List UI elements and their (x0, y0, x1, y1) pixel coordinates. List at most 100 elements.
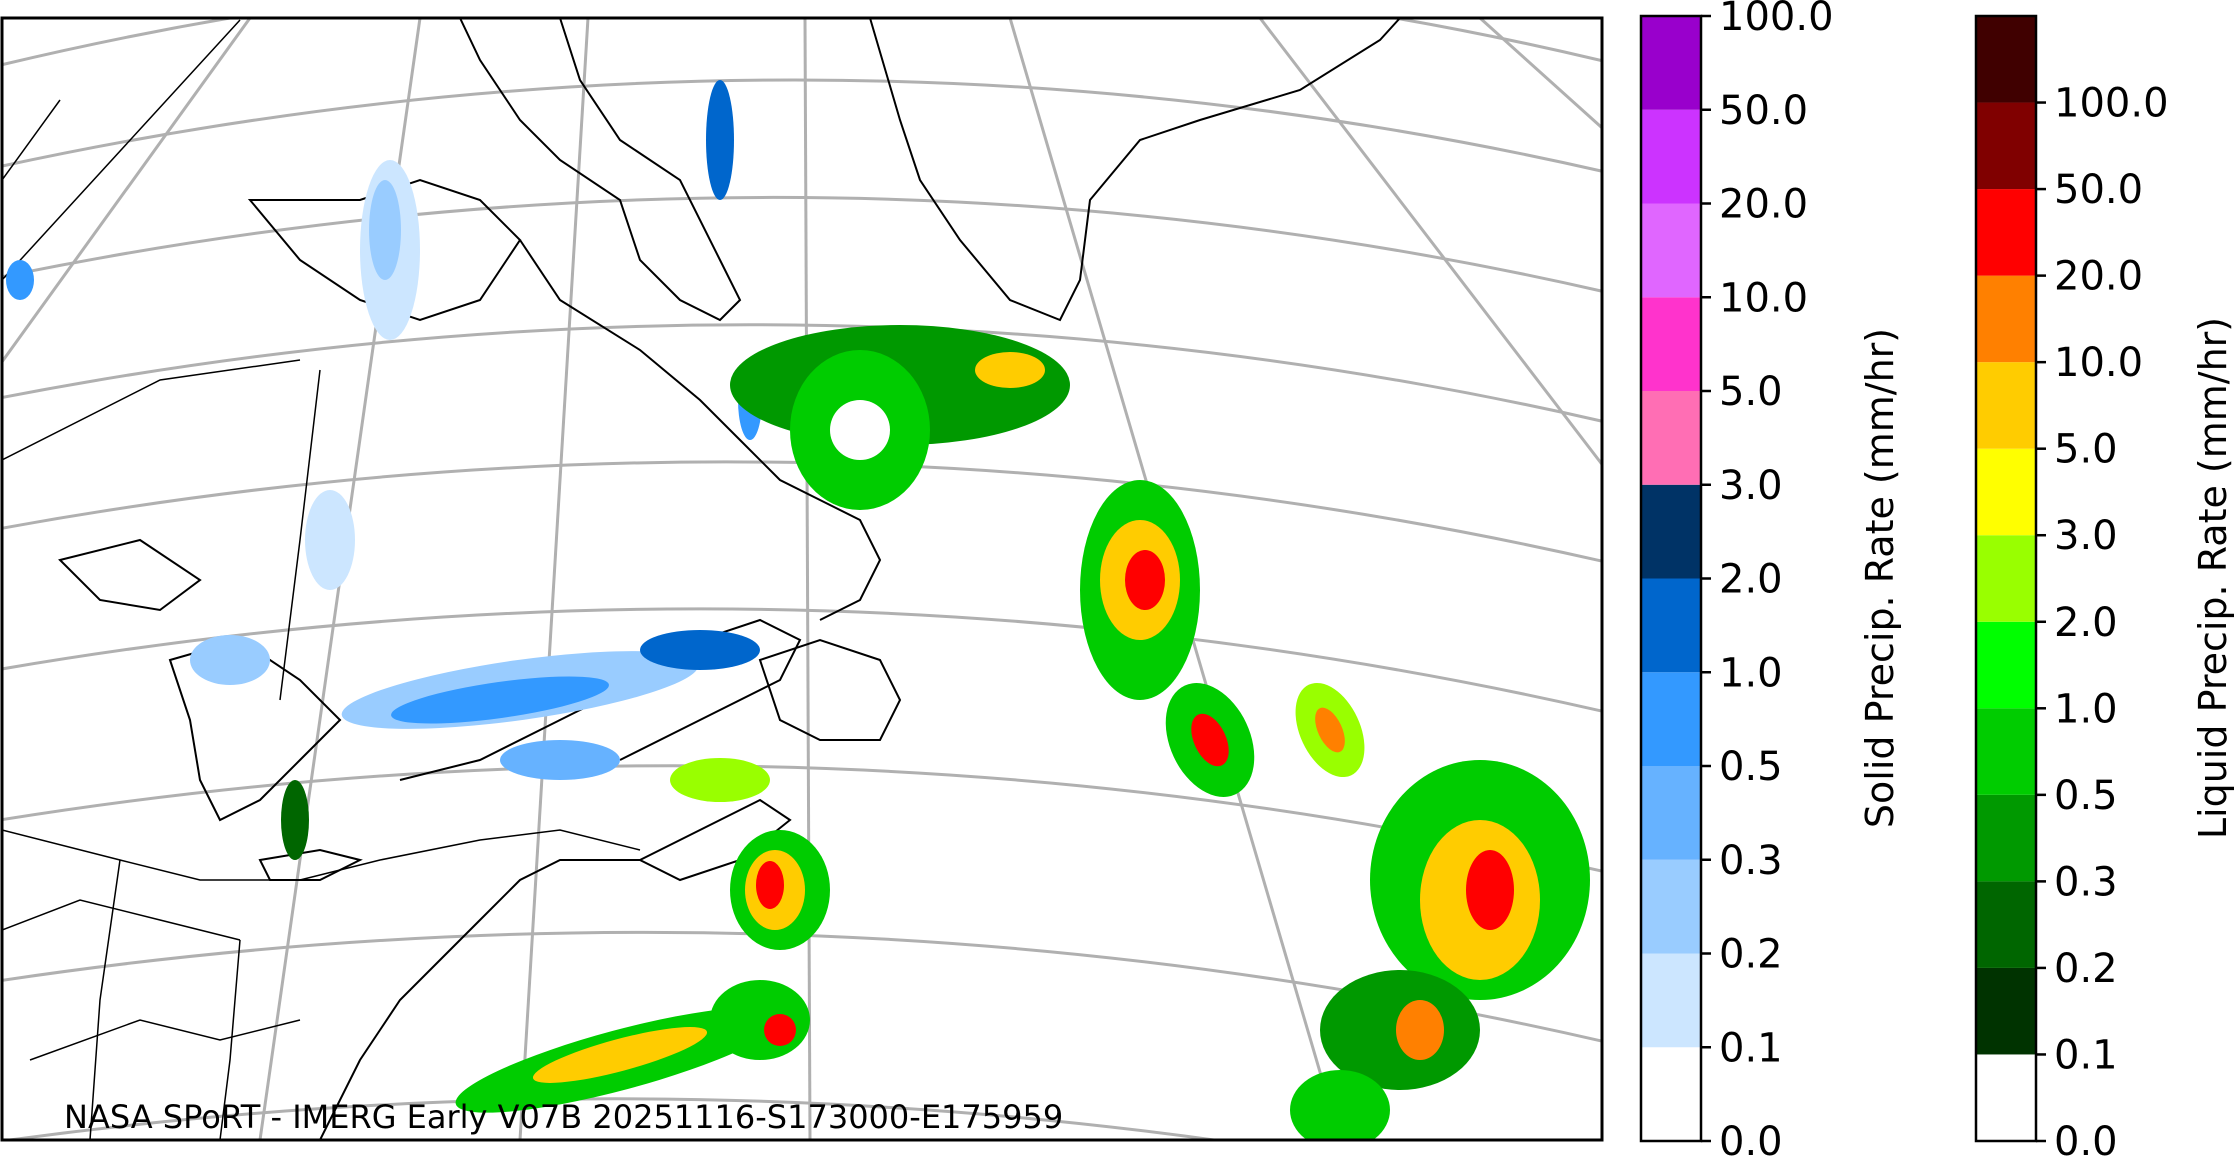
province-border (2, 359, 301, 461)
solid-precip-patch (640, 630, 760, 670)
province-border (2, 99, 61, 181)
solid-colorbar-color-bin (1641, 297, 1701, 391)
solid-precip-patch (369, 180, 401, 280)
province-border (29, 1019, 301, 1061)
solid-colorbar-color-bin (1641, 672, 1701, 766)
liquid-precip-patch (1315, 707, 1345, 753)
liquid-colorbar-tick-label: 0.5 (2054, 773, 2118, 819)
liquid-colorbar-tick-label: 0.3 (2054, 859, 2118, 905)
liquid-precip-patch (1125, 550, 1165, 610)
latitude-line (2, 195, 1602, 293)
liquid-precip (281, 325, 1590, 1140)
liquid-precip-patch (975, 352, 1045, 388)
latitude-line (2, 1097, 1225, 1140)
liquid-colorbar-tick-label: 0.1 (2054, 1032, 2118, 1078)
great-lakes-west (58, 538, 202, 612)
solid-colorbar-tick-label: 1.0 (1719, 650, 1783, 696)
baffin-coast (459, 18, 742, 322)
solid-colorbar-color-bin (1641, 859, 1701, 954)
longitude-line (803, 18, 812, 1140)
solid-colorbar-tick-label: 100.0 (1719, 0, 1834, 40)
liquid-colorbar-color-bin (1976, 1054, 2036, 1141)
liquid-colorbar: 0.0 0.1 0.2 0.3 0.5 1.0 2.0 3.0 5.0 10.0 20.0 50.0 1… (1974, 14, 2235, 1165)
political-borders (2, 19, 641, 1140)
latitude-line (2, 18, 1602, 67)
liquid-precip-patch (756, 861, 784, 909)
longitude-line (1258, 18, 1602, 467)
liquid-precip-patch (1290, 1070, 1390, 1140)
liquid-colorbar-tick-label: 10.0 (2054, 340, 2143, 386)
solid-colorbar-tick-label: 0.3 (1719, 838, 1783, 884)
solid-colorbar-tick-label: 2.0 (1719, 557, 1783, 603)
liquid-colorbar-tick-label: 1.0 (2054, 686, 2118, 732)
map-panel: NASA SPoRT - IMERG Early V07B 20251116-S… (0, 16, 1604, 1142)
solid-colorbar-color-bin (1641, 1047, 1701, 1141)
liquid-precip-patch (532, 1027, 708, 1083)
latitude-line (2, 323, 1602, 423)
hudson-bay-coast (247, 178, 522, 322)
liquid-precip-patch (670, 758, 770, 802)
liquid-colorbar-color-bin (1976, 794, 2036, 882)
solid-colorbar-color-bin (1641, 484, 1701, 579)
liquid-colorbar-color-bin (1976, 967, 2036, 1055)
longitude-line (2, 18, 252, 365)
liquid-colorbar-color-bin (1976, 189, 2036, 276)
liquid-colorbar-tick-label: 100.0 (2054, 81, 2169, 127)
longitude-line (1478, 18, 1602, 130)
st-lawrence-coast (399, 618, 802, 781)
solid-colorbar-tick-label: 10.0 (1719, 275, 1808, 321)
liquid-colorbar-frame (1974, 14, 2038, 1143)
liquid-colorbar-tick-label: 20.0 (2054, 254, 2143, 300)
liquid-colorbar-title: Liquid Precip. Rate (mm/hr) (2191, 317, 2235, 839)
liquid-colorbar-color-bin (1976, 621, 2036, 709)
liquid-precip-patch (281, 780, 309, 860)
credit-text: NASA SPoRT - IMERG Early V07B 20251116-S… (64, 1098, 1063, 1136)
solid-colorbar-color-bin (1641, 109, 1701, 204)
latitude-line (2, 607, 1602, 713)
map-background (2, 18, 1602, 1140)
solid-colorbar-color-bin (1641, 766, 1701, 860)
liquid-colorbar-color-bin (1976, 16, 2036, 103)
solid-colorbar-tick-label: 50.0 (1719, 88, 1808, 134)
greenland-coast (869, 18, 1401, 322)
solid-precip-patch (190, 635, 270, 685)
liquid-colorbar-color-bin (1976, 535, 2036, 622)
solid-colorbar-tick-label: 0.5 (1719, 744, 1783, 790)
solid-colorbar-tick-label: 0.0 (1719, 1119, 1783, 1165)
liquid-colorbar-tick-label: 3.0 (2054, 513, 2118, 559)
solid-precip-patch (305, 490, 355, 590)
us-east-coast (319, 859, 640, 1140)
solid-colorbar-tick-label: 3.0 (1719, 463, 1783, 509)
solid-precip (6, 80, 762, 780)
solid-colorbar-tick-label: 5.0 (1719, 369, 1783, 415)
longitude-line (518, 18, 590, 1140)
province-border (2, 19, 241, 281)
liquid-precip-patch (710, 980, 810, 1060)
liquid-colorbar-color-bin (1976, 275, 2036, 363)
solid-colorbar-color-bin (1641, 16, 1701, 110)
latitude-line (2, 460, 1602, 563)
solid-colorbar-title: Solid Precip. Rate (mm/hr) (1858, 328, 1902, 828)
province-border (279, 369, 321, 701)
solid-precip-patch (706, 80, 734, 200)
nova-scotia-coast (637, 798, 792, 882)
solid-colorbar-color-bin (1641, 203, 1701, 298)
solid-colorbar-tick-label: 0.2 (1719, 932, 1783, 978)
solid-colorbar-tick-label: 20.0 (1719, 182, 1808, 228)
solid-precip-patch (500, 740, 620, 780)
liquid-colorbar-color-bin (1976, 448, 2036, 536)
solid-colorbar-color-bin (1641, 953, 1701, 1048)
liquid-colorbar-color-bin (1976, 102, 2036, 190)
labrador-coast (519, 239, 882, 621)
liquid-colorbar-tick-label: 0.2 (2054, 946, 2118, 992)
liquid-colorbar-tick-label: 2.0 (2054, 600, 2118, 646)
liquid-precip-patch (830, 400, 890, 460)
province-border (89, 859, 121, 1140)
province-border (2, 899, 241, 941)
liquid-colorbar-tick-label: 5.0 (2054, 427, 2118, 473)
canada-us-border (2, 829, 641, 881)
map-frame (0, 16, 1604, 1142)
liquid-precip-patch (1396, 1000, 1444, 1060)
liquid-colorbar-tick-label: 0.0 (2054, 1119, 2118, 1165)
